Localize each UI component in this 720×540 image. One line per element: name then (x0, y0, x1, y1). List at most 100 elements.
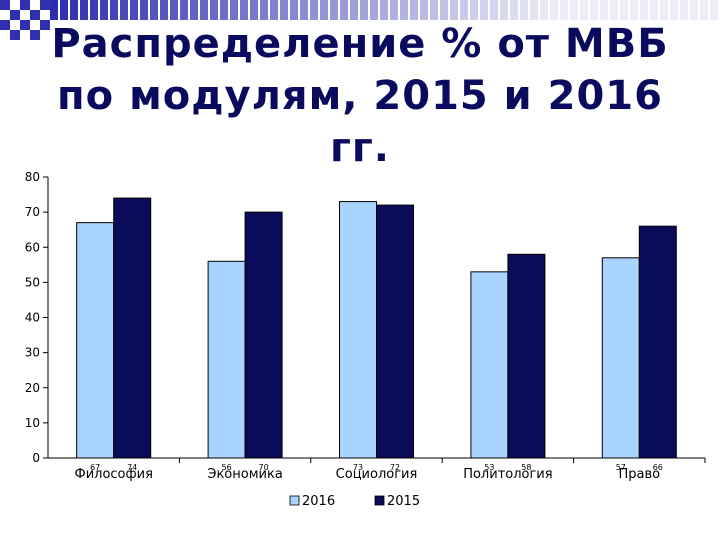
deco-square (410, 0, 418, 20)
bar-2016 (207, 260, 246, 459)
x-category-label: Право (618, 467, 660, 482)
deco-square (290, 0, 298, 20)
deco-square (560, 0, 568, 20)
deco-square (600, 0, 608, 20)
deco-square (590, 0, 598, 20)
y-tick-label: 10 (25, 416, 40, 430)
deco-square (330, 0, 338, 20)
x-category-label: Социология (336, 467, 418, 482)
deco-square (530, 0, 538, 20)
data-label: 66 (653, 463, 663, 472)
y-tick-label: 50 (25, 275, 40, 289)
data-label: 74 (127, 463, 137, 472)
deco-square (300, 0, 308, 20)
deco-square (140, 0, 148, 20)
deco-square (50, 0, 58, 20)
deco-square (40, 0, 50, 10)
deco-square (180, 0, 188, 20)
y-tick-label: 60 (25, 240, 40, 254)
deco-square (250, 0, 258, 20)
deco-square (350, 0, 358, 20)
bar-2016 (76, 222, 115, 459)
bar-2015 (507, 253, 546, 459)
x-category-label: Экономика (207, 467, 282, 482)
deco-square (310, 0, 318, 20)
deco-square (480, 0, 488, 20)
deco-square (0, 20, 10, 30)
deco-square (510, 0, 518, 20)
deco-square (380, 0, 388, 20)
x-category-label: Политология (463, 467, 552, 482)
deco-square (70, 0, 78, 20)
deco-square (20, 20, 30, 30)
deco-square (640, 0, 648, 20)
deco-square (40, 20, 50, 30)
deco-square (440, 0, 448, 20)
deco-square (570, 0, 578, 20)
y-tick-label: 0 (32, 451, 40, 465)
bar-2015 (244, 211, 283, 459)
deco-square (80, 0, 88, 20)
bar-2015 (113, 197, 152, 459)
deco-square (620, 0, 628, 20)
deco-square (320, 0, 328, 20)
deco-square (100, 0, 108, 20)
deco-square (90, 0, 98, 20)
deco-square (610, 0, 618, 20)
deco-square (190, 0, 198, 20)
bar-2015 (376, 204, 414, 459)
deco-square (650, 0, 658, 20)
data-label: 56 (222, 463, 232, 472)
data-label: 57 (616, 463, 626, 472)
legend-swatch (289, 495, 300, 506)
deco-square (230, 0, 238, 20)
deco-square (240, 0, 248, 20)
data-label: 70 (259, 463, 269, 472)
y-tick-label: 80 (25, 170, 40, 184)
data-label: 72 (390, 463, 400, 472)
y-tick-label: 70 (25, 205, 40, 219)
bar-2016 (601, 257, 640, 459)
y-tick-label: 40 (25, 311, 40, 325)
deco-square (30, 30, 40, 40)
title-decoration-checker (0, 0, 718, 40)
legend-label: 2015 (387, 494, 420, 509)
deco-square (450, 0, 458, 20)
deco-square (400, 0, 408, 20)
data-label: 67 (90, 463, 100, 472)
deco-square (710, 0, 718, 20)
deco-square (340, 0, 348, 20)
deco-square (210, 0, 218, 20)
deco-square (390, 0, 398, 20)
deco-square (30, 10, 40, 20)
deco-square (120, 0, 128, 20)
deco-square (660, 0, 668, 20)
deco-square (370, 0, 378, 20)
deco-square (10, 10, 20, 20)
deco-square (110, 0, 118, 20)
y-tick-label: 30 (25, 346, 40, 360)
deco-square (690, 0, 698, 20)
deco-square (630, 0, 638, 20)
deco-square (550, 0, 558, 20)
deco-square (580, 0, 588, 20)
deco-square (500, 0, 508, 20)
legend-swatch (374, 495, 385, 506)
deco-square (200, 0, 208, 20)
bar-2016 (339, 201, 377, 459)
deco-square (20, 0, 30, 10)
deco-square (150, 0, 158, 20)
deco-square (470, 0, 478, 20)
deco-square (280, 0, 288, 20)
deco-square (700, 0, 708, 20)
deco-square (670, 0, 678, 20)
bar-2016 (470, 271, 509, 459)
deco-square (220, 0, 228, 20)
deco-square (460, 0, 468, 20)
deco-square (260, 0, 268, 20)
legend-label: 2016 (302, 494, 335, 509)
data-label: 73 (353, 463, 363, 472)
deco-square (160, 0, 168, 20)
deco-square (270, 0, 278, 20)
